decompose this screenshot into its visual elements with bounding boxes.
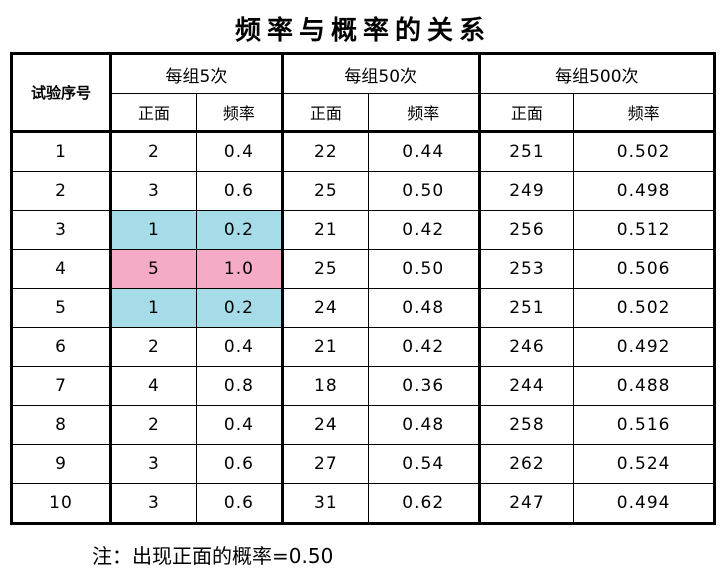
cell: 24: [281, 288, 369, 328]
cell: 246: [478, 327, 575, 367]
table-row: 10 3 0.6 31 0.62 247 0.494: [11, 483, 715, 524]
table-row: 6 2 0.4 21 0.42 246 0.492: [11, 327, 715, 367]
cell: 251: [478, 288, 575, 328]
table-row: 8 2 0.4 24 0.48 258 0.516: [11, 405, 715, 445]
cell: 0.502: [573, 131, 715, 172]
cell: 0.48: [367, 405, 481, 445]
cell: 251: [478, 131, 575, 172]
cell: 0.4: [195, 327, 284, 367]
cell: 0.50: [367, 171, 481, 211]
cell: 3: [110, 444, 197, 484]
subheader: 频率: [573, 93, 715, 133]
cell: 0.42: [367, 210, 481, 250]
group-header: 每组50次: [281, 53, 481, 94]
cell: 31: [281, 483, 369, 524]
row-index: 8: [11, 405, 112, 445]
cell: 258: [478, 405, 575, 445]
cell: 0.6: [195, 171, 284, 211]
cell: 0.2: [195, 288, 284, 328]
cell: 0.6: [195, 483, 284, 524]
cell: 4: [110, 366, 197, 406]
cell: 3: [110, 171, 197, 211]
note: 注：出现正面的概率=0.50: [92, 544, 334, 568]
cell: 0.2: [195, 210, 284, 250]
table-row: 1 2 0.4 22 0.44 251 0.502: [11, 131, 715, 172]
row-index: 10: [11, 483, 112, 524]
row-index: 5: [11, 288, 112, 328]
row-index: 3: [11, 210, 112, 250]
table: 试验序号 每组5次 每组50次 每组500次 正面 频率 正面 频率 正面 频率…: [10, 52, 716, 525]
cell: 0.498: [573, 171, 715, 211]
cell: 0.36: [367, 366, 481, 406]
cell: 24: [281, 405, 369, 445]
cell: 0.512: [573, 210, 715, 250]
group-header: 每组5次: [110, 53, 284, 94]
cell: 0.488: [573, 366, 715, 406]
subheader: 正面: [478, 93, 575, 133]
row-index: 7: [11, 366, 112, 406]
cell: 256: [478, 210, 575, 250]
subheader: 频率: [367, 93, 481, 133]
table-row: 4 5 1.0 25 0.50 253 0.506: [11, 249, 715, 289]
cell: 1: [110, 288, 197, 328]
cell: 0.48: [367, 288, 481, 328]
cell: 3: [110, 483, 197, 524]
cell: 2: [110, 327, 197, 367]
cell: 21: [281, 210, 369, 250]
table-body: 1 2 0.4 22 0.44 251 0.502 2 3 0.6 25 0.50 249 0.498 3 1…: [11, 131, 715, 524]
subheader: 正面: [281, 93, 369, 133]
group-header: 每组500次: [478, 53, 716, 94]
cell: 27: [281, 444, 369, 484]
cell: 0.54: [367, 444, 481, 484]
cell: 21: [281, 327, 369, 367]
cell: 2: [110, 405, 197, 445]
cell: 0.8: [195, 366, 284, 406]
cell: 1: [110, 210, 197, 250]
cell: 0.4: [195, 131, 284, 172]
cell: 0.506: [573, 249, 715, 289]
cell: 18: [281, 366, 369, 406]
table-row: 7 4 0.8 18 0.36 244 0.488: [11, 366, 715, 406]
cell: 0.492: [573, 327, 715, 367]
cell: 0.524: [573, 444, 715, 484]
row-index: 9: [11, 444, 112, 484]
cell: 22: [281, 131, 369, 172]
cell: 0.44: [367, 131, 481, 172]
cell: 1.0: [195, 249, 284, 289]
cell: 25: [281, 249, 369, 289]
table-row: 5 1 0.2 24 0.48 251 0.502: [11, 288, 715, 328]
cell: 0.62: [367, 483, 481, 524]
cell: 247: [478, 483, 575, 524]
row-index: 4: [11, 249, 112, 289]
cell: 0.516: [573, 405, 715, 445]
cell: 249: [478, 171, 575, 211]
title: 频率与概率的关系: [234, 16, 491, 46]
cell: 0.4: [195, 405, 284, 445]
cell: 262: [478, 444, 575, 484]
cell: 2: [110, 131, 197, 172]
table-row: 3 1 0.2 21 0.42 256 0.512: [11, 210, 715, 250]
row-index: 2: [11, 171, 112, 211]
cell: 25: [281, 171, 369, 211]
corner-header: 试验序号: [11, 53, 112, 133]
cell: 0.494: [573, 483, 715, 524]
subheader: 正面: [110, 93, 197, 133]
cell: 5: [110, 249, 197, 289]
table-row: 2 3 0.6 25 0.50 249 0.498: [11, 171, 715, 211]
row-index: 6: [11, 327, 112, 367]
cell: 0.50: [367, 249, 481, 289]
cell: 0.502: [573, 288, 715, 328]
cell: 0.6: [195, 444, 284, 484]
row-index: 1: [11, 131, 112, 172]
cell: 253: [478, 249, 575, 289]
cell: 244: [478, 366, 575, 406]
cell: 0.42: [367, 327, 481, 367]
table-row: 9 3 0.6 27 0.54 262 0.524: [11, 444, 715, 484]
subheader: 频率: [195, 93, 284, 133]
